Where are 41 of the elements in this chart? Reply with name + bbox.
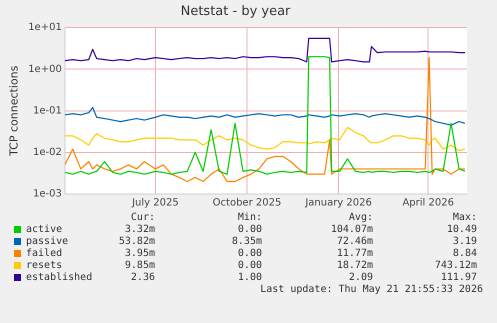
text: 2.36: [130, 272, 155, 284]
text: Avg:: [348, 212, 373, 224]
legend-label: failed: [26, 248, 62, 260]
text: 111.97: [440, 272, 477, 284]
text: 0.00: [238, 260, 262, 272]
text: 8.35m: [232, 236, 262, 248]
text: 8.84: [452, 248, 477, 260]
text: 3.32m: [124, 224, 155, 236]
x-tick-label: January 2026: [304, 198, 372, 209]
text: Last update: Thu May 21 21:55:33 2026: [260, 284, 483, 296]
y-tick-label: 1e-03: [32, 188, 62, 200]
text: 104.07m: [330, 224, 373, 236]
text: 10.49: [446, 224, 477, 236]
legend-label: resets: [26, 260, 62, 272]
x-tick-label: April 2026: [402, 198, 454, 209]
text: 1.00: [238, 272, 262, 284]
text: 743.12m: [434, 260, 477, 272]
text: 18.72m: [336, 260, 373, 272]
y-axis-title: TCP connections: [7, 65, 20, 157]
text: 0.00: [238, 248, 262, 260]
y-tick-label: 1e-02: [32, 146, 62, 158]
legend-label: established: [26, 272, 92, 284]
text: 72.46m: [336, 236, 373, 248]
y-tick-label: 1e-01: [32, 105, 62, 116]
text: 53.82m: [118, 236, 155, 248]
legend-label: passive: [26, 236, 68, 248]
y-tick-label: 1e+01: [28, 22, 62, 34]
text: 0.00: [238, 224, 262, 236]
text: 3.19: [452, 236, 477, 248]
text: 9.85m: [124, 260, 155, 272]
x-tick-label: July 2025: [131, 198, 179, 209]
text: Cur:: [130, 212, 155, 224]
text: Max:: [452, 212, 477, 224]
text: 2.09: [348, 272, 373, 284]
x-tick-label: October 2025: [212, 198, 282, 209]
text: Min:: [238, 212, 262, 224]
text: 3.95m: [124, 248, 155, 260]
chart-title: Netstat - by year: [180, 4, 292, 20]
legend-label: active: [26, 224, 62, 236]
text: 11.77m: [336, 248, 373, 260]
y-tick-label: 1e+00: [28, 64, 62, 75]
